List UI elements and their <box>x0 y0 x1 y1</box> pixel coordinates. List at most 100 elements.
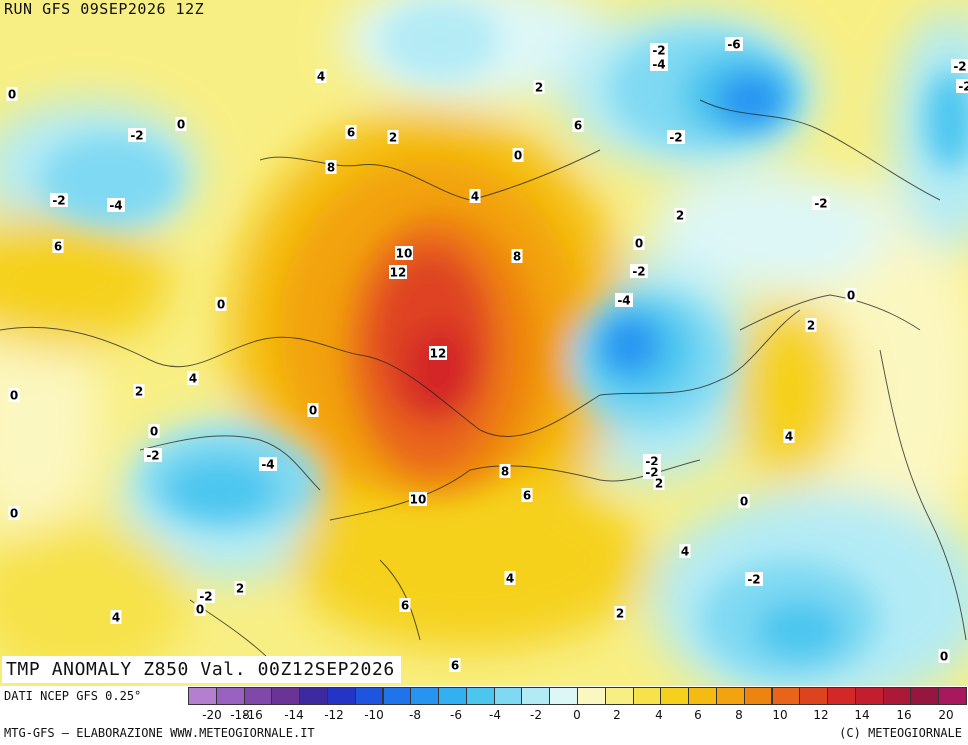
contour-label: 4 <box>110 610 122 625</box>
scale-tick-label: -10 <box>364 708 384 722</box>
scale-cell <box>493 687 523 705</box>
svg-text:6: 6 <box>54 240 62 254</box>
svg-text:4: 4 <box>317 70 325 84</box>
contour-label: 10 <box>395 246 413 261</box>
svg-text:-2: -2 <box>632 265 645 279</box>
contour-label: 0 <box>8 506 20 521</box>
contour-label: 6 <box>572 118 584 133</box>
contour-label: 4 <box>679 544 691 559</box>
contour-label: -6 <box>725 37 743 52</box>
svg-text:4: 4 <box>112 611 120 625</box>
svg-text:0: 0 <box>8 88 16 102</box>
contour-label: 0 <box>6 87 18 102</box>
svg-text:8: 8 <box>501 465 509 479</box>
contour-label: 0 <box>194 602 206 617</box>
scale-tick-label: 12 <box>813 708 829 722</box>
contour-label: -2 <box>50 193 68 208</box>
scale-cell <box>715 687 745 705</box>
svg-text:2: 2 <box>135 385 143 399</box>
svg-text:-4: -4 <box>109 199 122 213</box>
scale-tick-label: -12 <box>324 708 344 722</box>
run-label: RUN GFS 09SEP2026 12Z <box>4 0 205 18</box>
contour-label: 4 <box>504 571 516 586</box>
contour-label: -2 <box>630 264 648 279</box>
svg-text:0: 0 <box>10 389 18 403</box>
scale-cell <box>854 687 884 705</box>
contour-label: 2 <box>674 208 686 223</box>
contour-label: -4 <box>259 457 277 472</box>
svg-text:6: 6 <box>347 126 355 140</box>
scale-cell <box>549 687 578 705</box>
svg-text:-4: -4 <box>617 294 630 308</box>
svg-text:2: 2 <box>389 131 397 145</box>
scale-cell <box>632 687 662 705</box>
scale-tick-label: -6 <box>450 708 462 722</box>
scale-cell <box>410 687 440 705</box>
svg-text:-4: -4 <box>652 58 665 72</box>
contour-label: 2 <box>653 476 665 491</box>
contour-label: 12 <box>389 265 407 280</box>
svg-text:0: 0 <box>196 603 204 617</box>
contour-label: 2 <box>387 130 399 145</box>
svg-text:8: 8 <box>327 161 335 175</box>
copyright-text: (C) METEOGIORNALE <box>839 726 962 740</box>
svg-text:0: 0 <box>150 425 158 439</box>
svg-text:4: 4 <box>681 545 689 559</box>
contour-label: 8 <box>499 464 511 479</box>
scale-tick-label: 8 <box>735 708 743 722</box>
contour-label: -2 <box>144 448 162 463</box>
contour-label: 0 <box>633 236 645 251</box>
scale-cell <box>299 687 328 705</box>
svg-text:2: 2 <box>655 477 663 491</box>
svg-text:6: 6 <box>401 599 409 613</box>
svg-text:0: 0 <box>940 650 948 664</box>
svg-text:-2: -2 <box>669 131 682 145</box>
svg-text:4: 4 <box>189 372 197 386</box>
scale-cell <box>326 687 356 705</box>
scale-cell <box>688 687 717 705</box>
scale-tick-label: 4 <box>655 708 663 722</box>
scale-cell <box>604 687 634 705</box>
svg-text:-2: -2 <box>652 44 665 58</box>
contour-label: -2 <box>812 196 830 211</box>
contour-label: 0 <box>148 424 160 439</box>
contour-label: 0 <box>215 297 227 312</box>
scale-tick-label: -2 <box>530 708 542 722</box>
svg-text:-6: -6 <box>727 38 740 52</box>
scale-tick-label: 2 <box>613 708 621 722</box>
contour-label: 2 <box>614 606 626 621</box>
scale-cell <box>743 687 773 705</box>
contour-label: -2 <box>197 589 215 604</box>
contour-label: 6 <box>449 658 461 673</box>
svg-text:0: 0 <box>10 507 18 521</box>
scale-tick-label: 0 <box>573 708 581 722</box>
scale-cell <box>465 687 495 705</box>
svg-text:10: 10 <box>410 493 427 507</box>
contour-label: 10 <box>409 492 427 507</box>
contour-label: 2 <box>533 80 545 95</box>
svg-text:-2: -2 <box>52 194 65 208</box>
contour-label: -4 <box>615 293 633 308</box>
svg-text:-2: -2 <box>814 197 827 211</box>
scale-tick-label: -16 <box>243 708 263 722</box>
scale-cell <box>882 687 912 705</box>
svg-text:4: 4 <box>785 430 793 444</box>
svg-text:-2: -2 <box>199 590 212 604</box>
svg-text:0: 0 <box>847 289 855 303</box>
contour-label: 0 <box>8 388 20 403</box>
contour-label: 8 <box>511 249 523 264</box>
contour-label: 4 <box>783 429 795 444</box>
svg-text:0: 0 <box>740 495 748 509</box>
scale-cell <box>799 687 829 705</box>
svg-text:2: 2 <box>676 209 684 223</box>
scale-cell <box>188 687 217 705</box>
scale-tick-label: -14 <box>284 708 304 722</box>
credit-text: MTG-GFS – ELABORAZIONE WWW.METEOGIORNALE… <box>4 726 315 740</box>
scale-cell <box>271 687 301 705</box>
scale-tick-label: 14 <box>854 708 870 722</box>
svg-text:10: 10 <box>396 247 413 261</box>
contour-label: -2 <box>128 128 146 143</box>
contour-label: 0 <box>175 117 187 132</box>
svg-text:2: 2 <box>807 319 815 333</box>
